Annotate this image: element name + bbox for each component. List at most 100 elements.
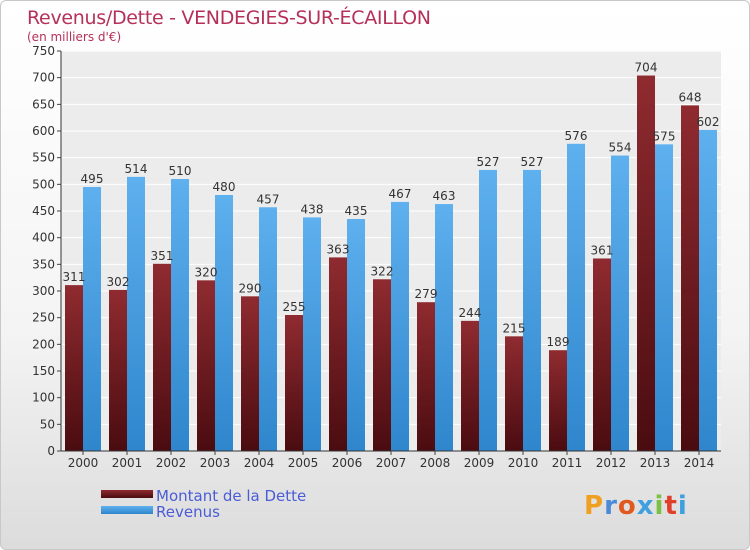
bar-revenue [171,179,189,451]
data-label-revenue: 457 [257,192,280,206]
bar-debt [637,75,655,452]
bar-debt [285,315,303,451]
data-label-debt: 311 [63,270,86,284]
legend-label-revenue: Revenus [156,503,220,521]
bar-revenue [347,219,365,451]
chart-subtitle: (en milliers d'€) [27,30,122,44]
data-label-revenue: 463 [433,189,456,203]
bar-revenue [215,195,233,451]
bar-revenue [127,176,145,451]
data-label-revenue: 554 [609,141,632,155]
logo-letter: i [677,491,688,521]
bar-debt [461,320,479,451]
y-tick-label: 700 [32,71,55,85]
x-tick-label: 2001 [112,456,143,470]
data-label-debt: 302 [107,275,130,289]
y-tick-label: 550 [32,151,55,165]
bar-revenue [655,144,673,452]
data-label-revenue: 527 [477,155,500,169]
y-tick-label: 600 [32,124,55,138]
y-tick-label: 500 [32,177,55,191]
x-tick-label: 2008 [420,456,451,470]
data-label-revenue: 575 [653,129,676,143]
data-label-revenue: 435 [345,204,368,218]
y-tick-label: 450 [32,204,55,218]
x-tick-label: 2005 [288,456,319,470]
data-label-debt: 320 [195,265,218,279]
data-label-debt: 244 [459,306,482,320]
x-tick-label: 2013 [640,456,671,470]
data-label-revenue: 527 [521,155,544,169]
data-label-debt: 361 [591,243,614,257]
bar-debt [109,289,127,451]
legend-label-debt: Montant de la Dette [156,487,307,505]
x-tick-label: 2003 [200,456,231,470]
data-label-debt: 322 [371,264,394,278]
bar-debt [505,336,523,451]
x-tick-label: 2002 [156,456,187,470]
data-label-debt: 255 [283,300,306,314]
bar-revenue [699,129,717,451]
x-tick-label: 2004 [244,456,275,470]
bar-debt [197,280,215,451]
bar-debt [417,302,435,451]
bar-debt [549,350,567,451]
data-label-debt: 363 [327,242,350,256]
chart-title: Revenus/Dette - VENDEGIES-SUR-ÉCAILLON [27,7,431,29]
bar-debt [65,285,83,451]
bar-revenue [611,155,629,452]
bar-revenue [435,204,453,451]
y-tick-label: 750 [32,44,55,58]
y-tick-label: 100 [32,391,55,405]
bar-debt [153,263,171,451]
data-label-debt: 351 [151,249,174,263]
y-tick-label: 200 [32,337,55,351]
logo-letter: o [617,491,637,521]
data-label-debt: 215 [503,321,526,335]
logo-letter: i [654,491,665,521]
data-label-revenue: 467 [389,187,412,201]
x-tick-label: 2010 [508,456,539,470]
bar-debt [373,279,391,451]
x-tick-label: 2012 [596,456,627,470]
data-label-revenue: 480 [213,180,236,194]
data-label-debt: 290 [239,281,262,295]
bar-debt [329,257,347,451]
bar-revenue [303,217,321,451]
y-tick-label: 300 [32,284,55,298]
legend-swatch-revenue [101,506,153,514]
bar-debt [593,258,611,451]
data-label-debt: 189 [547,335,570,349]
x-tick-label: 2006 [332,456,363,470]
legend-swatch-debt [101,490,153,498]
bar-revenue [479,169,497,451]
data-label-revenue: 438 [301,202,324,216]
y-tick-label: 400 [32,231,55,245]
data-label-revenue: 495 [81,172,104,186]
data-label-debt: 704 [635,61,658,75]
data-label-revenue: 510 [169,164,192,178]
y-tick-label: 150 [32,364,55,378]
x-tick-label: 2011 [552,456,583,470]
data-label-revenue: 602 [697,115,720,129]
bar-debt [241,296,259,451]
x-tick-label: 2014 [684,456,715,470]
bar-revenue [523,169,541,451]
bar-revenue [391,201,409,451]
bar-revenue [259,207,277,451]
proxiti-logo: Proxiti [584,491,688,521]
data-label-debt: 648 [679,90,702,104]
data-label-revenue: 514 [125,162,148,176]
data-label-debt: 279 [415,287,438,301]
logo-letter: P [584,491,605,521]
y-tick-label: 50 [40,417,55,431]
logo-letter: r [604,491,618,521]
y-tick-label: 650 [32,97,55,111]
bar-revenue [83,187,101,451]
y-tick-label: 250 [32,311,55,325]
x-tick-label: 2007 [376,456,407,470]
y-tick-label: 350 [32,257,55,271]
x-tick-label: 2009 [464,456,495,470]
